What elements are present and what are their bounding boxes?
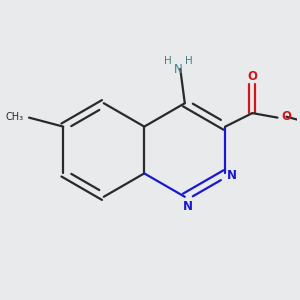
Text: N: N <box>182 200 193 213</box>
Text: H: H <box>164 56 172 66</box>
Text: O: O <box>281 110 291 123</box>
Text: O: O <box>247 70 257 83</box>
Text: H: H <box>185 56 193 66</box>
Text: CH₃: CH₃ <box>5 112 24 122</box>
Text: N: N <box>226 169 237 182</box>
Text: N: N <box>174 63 183 76</box>
